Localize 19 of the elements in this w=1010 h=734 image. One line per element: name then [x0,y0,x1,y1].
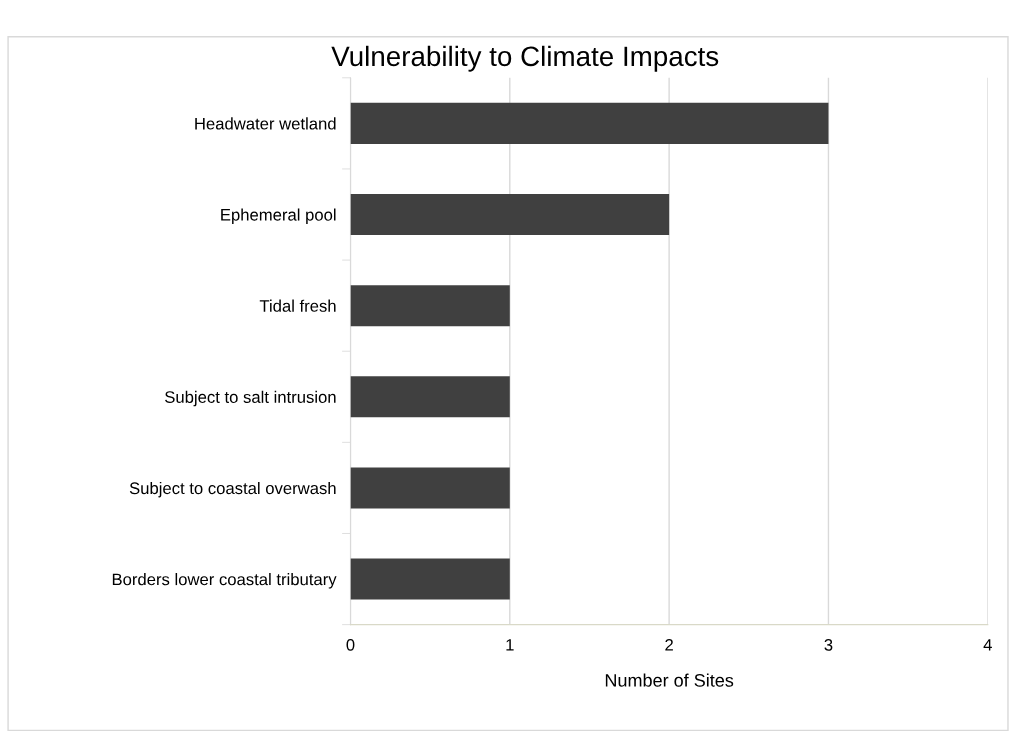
bar [350,285,510,327]
x-tick-label: 0 [346,638,355,651]
bar [350,467,510,509]
y-tick-label: Headwater wetland [195,117,336,130]
x-tick-label: 1 [506,639,514,651]
y-tick-label: Subject to coastal overwash [129,481,336,498]
bar [350,558,510,600]
x-tick-label: 4 [983,639,992,651]
chart-title: Vulnerability to Climate Impacts [331,45,719,72]
y-tick-label: Tidal fresh [259,299,336,312]
x-tick-label: 2 [665,638,673,651]
y-tick-label: Subject to salt intrusion [165,390,336,407]
x-axis-title: Number of Sites [605,673,734,687]
bar [350,194,670,236]
y-tick-label: Borders lower coastal tributary [112,573,337,589]
y-tick-label: Ephemeral pool [221,208,336,225]
bar [350,376,510,418]
bar [350,102,829,144]
x-tick-label: 3 [824,638,833,651]
